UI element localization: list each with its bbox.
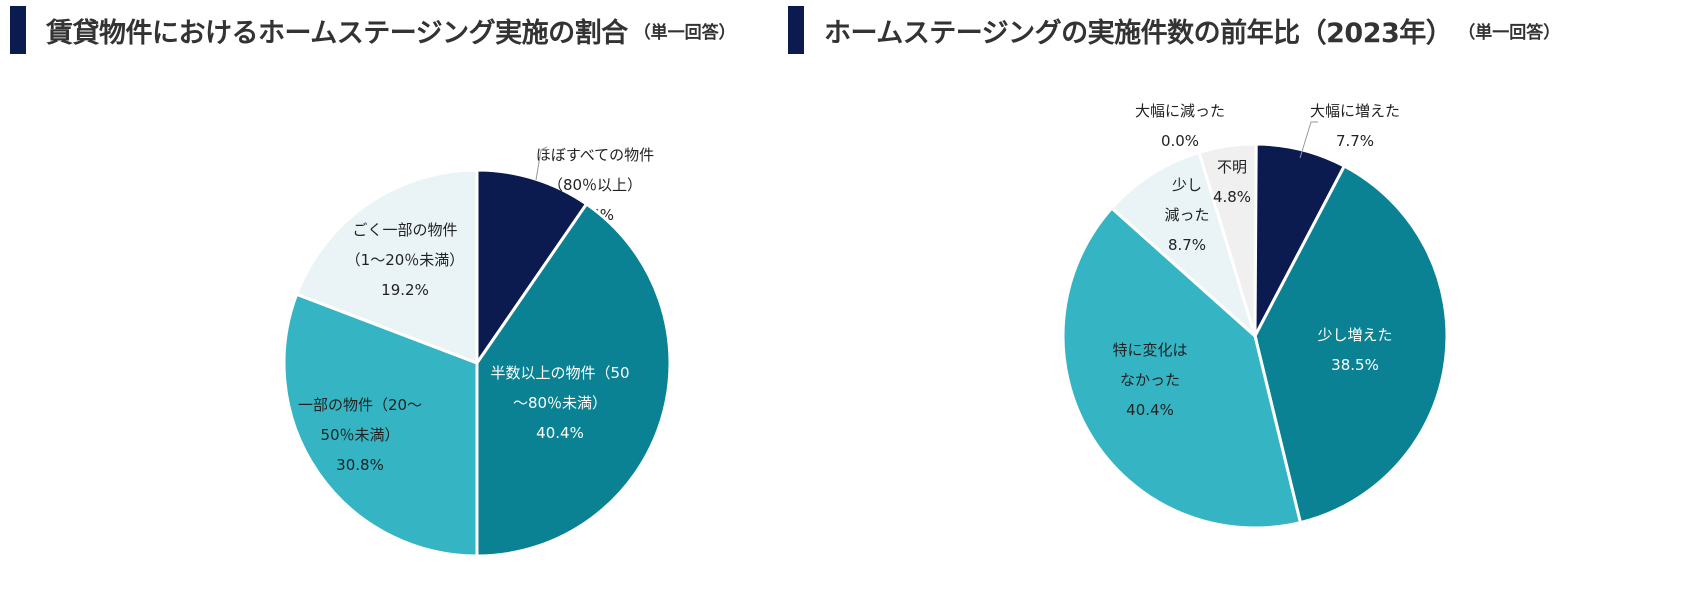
data-label: 38.5%	[1331, 356, 1379, 374]
pie-slice	[282, 292, 479, 558]
pie-slice	[1109, 150, 1258, 341]
pie-slice	[294, 168, 479, 366]
slice-label: 少し増えた	[1317, 326, 1392, 344]
chart-title-1: 賃貸物件におけるホームステージング実施の割合 （単一回答）	[10, 6, 736, 54]
pie-slice	[1197, 142, 1258, 337]
slice-label: ほぼすべての物件	[536, 146, 654, 164]
title-subtitle: （単一回答）	[633, 22, 736, 43]
slice-label: （80％以上）	[548, 176, 642, 194]
chart-title-2: ホームステージングの実施件数の前年比（2023年） （単一回答）	[788, 6, 1560, 54]
title-subtitle: （単一回答）	[1458, 22, 1561, 43]
slice-label: 半数以上の物件（50	[490, 364, 629, 382]
pie-slice	[1253, 164, 1449, 525]
slice-label: なかった	[1120, 371, 1180, 389]
data-label: 7.7%	[1336, 132, 1374, 150]
title-bar-marker	[10, 6, 26, 54]
data-label: 40.4%	[536, 424, 584, 442]
pie-slice	[475, 168, 589, 368]
slice-label: 減った	[1164, 206, 1209, 224]
slice-label: 特に変化は	[1112, 341, 1187, 359]
data-label: 4.8%	[1213, 188, 1251, 206]
title-text: 賃貸物件におけるホームステージング実施の割合	[46, 17, 628, 49]
data-label: 30.8%	[336, 456, 384, 474]
slice-label: 一部の物件（20～	[298, 396, 422, 414]
data-label: 8.7%	[1168, 236, 1206, 254]
slice-label: 50％未満）	[320, 426, 399, 444]
slice-label: ごく一部の物件	[352, 221, 457, 239]
data-label: 19.2%	[381, 281, 429, 299]
title-bar-marker	[788, 6, 804, 54]
slice-label: 少し	[1172, 176, 1202, 194]
pie-slice	[1061, 206, 1303, 530]
slice-label: ～80％未満）	[513, 394, 607, 412]
pie-slice	[475, 201, 672, 558]
title-text: ホームステージングの実施件数の前年比（2023年）	[824, 17, 1453, 49]
data-label: 0.0%	[1161, 132, 1199, 150]
slice-label: （1～20％未満）	[346, 251, 465, 269]
slice-label: 不明	[1217, 158, 1247, 176]
slice-label: 大幅に増えた	[1310, 102, 1400, 120]
slice-label: 大幅に減った	[1135, 102, 1225, 120]
data-label: 40.4%	[1126, 401, 1174, 419]
leader-line	[535, 146, 548, 181]
leader-line	[1299, 121, 1318, 159]
